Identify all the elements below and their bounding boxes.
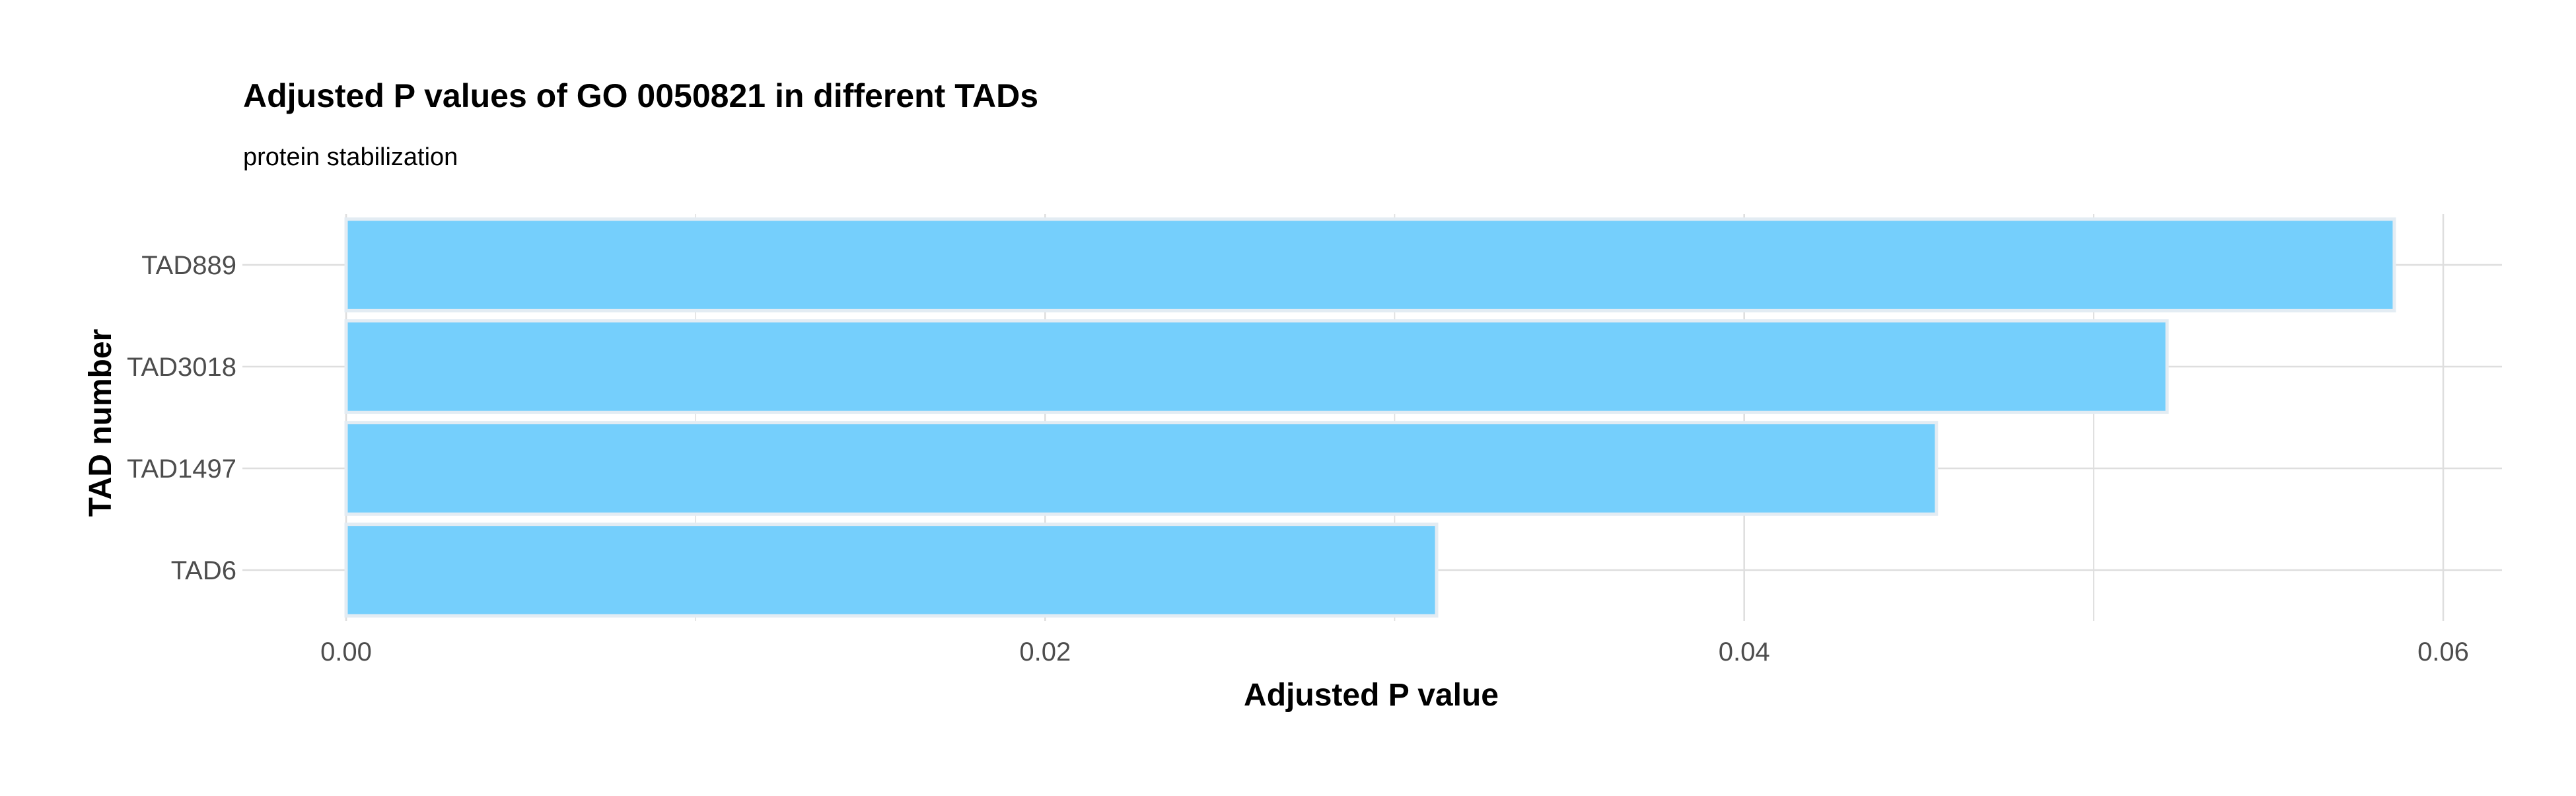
bar-tad6	[344, 523, 1439, 618]
bar-tad1497	[344, 421, 1939, 516]
x-tick-label: 0.04	[1719, 637, 1770, 667]
chart-subtitle: protein stabilization	[243, 143, 458, 171]
y-tick-label: TAD3018	[127, 353, 236, 382]
y-tick-label: TAD889	[141, 251, 236, 280]
y-tick-labels: TAD889 TAD3018 TAD1497 TAD6	[127, 251, 236, 585]
y-tick-label: TAD1497	[127, 454, 236, 484]
x-tick-label: 0.02	[1019, 637, 1071, 667]
x-tick-label: 0.00	[320, 637, 372, 667]
bar-tad889	[344, 217, 2396, 312]
x-tick-labels: 0.00 0.02 0.04 0.06	[320, 637, 2469, 667]
x-tick-label: 0.06	[2417, 637, 2469, 667]
x-axis-label: Adjusted P value	[1244, 678, 1499, 713]
chart-title: Adjusted P values of GO 0050821 in diffe…	[243, 77, 1038, 114]
y-axis-label: TAD number	[83, 329, 118, 517]
bar-tad3018	[344, 319, 2169, 414]
bars-layer	[344, 217, 2396, 618]
y-tick-label: TAD6	[171, 556, 236, 585]
